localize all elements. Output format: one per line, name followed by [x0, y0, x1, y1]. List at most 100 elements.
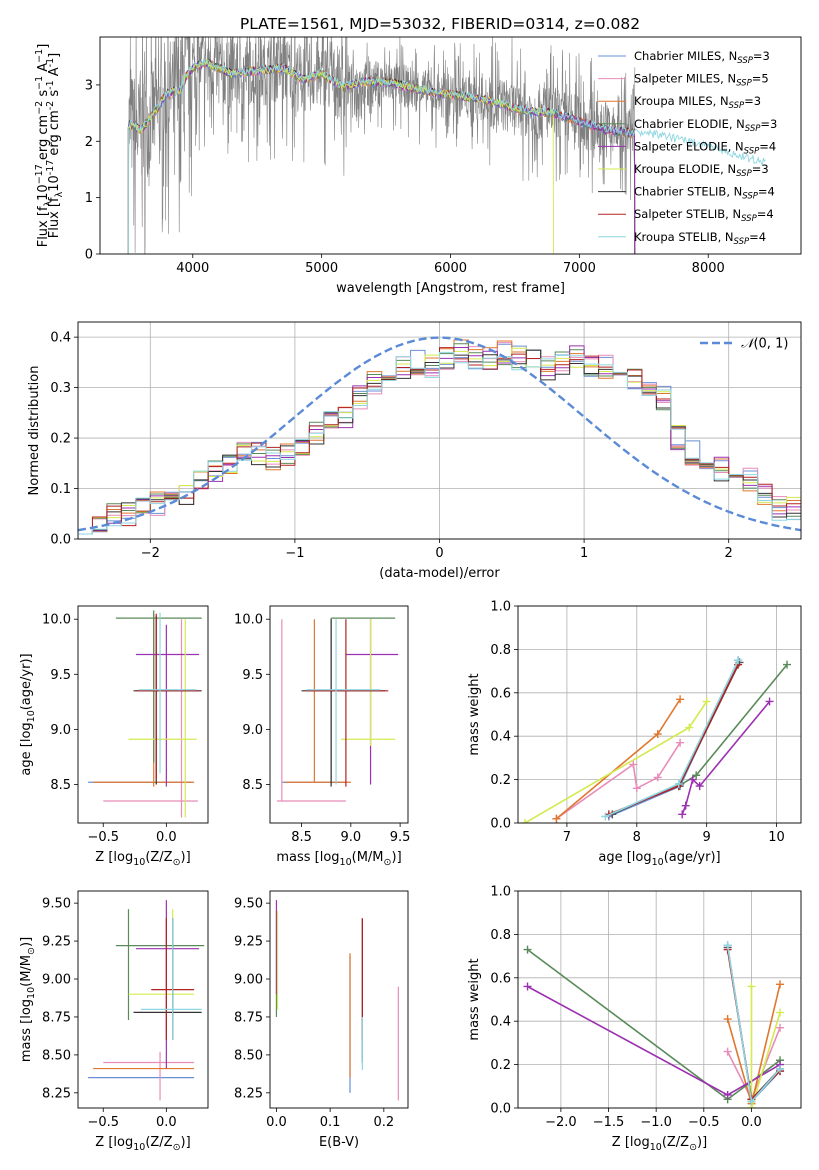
x-tick-label: −1 — [285, 546, 304, 561]
series-line — [750, 986, 781, 1108]
y-tick-label: 9.5 — [50, 668, 71, 683]
x-tick-label: 0.1 — [320, 1115, 341, 1130]
y-tick-label: 8.5 — [50, 778, 71, 793]
x-tick-label: 6000 — [434, 261, 467, 276]
spectrum-frame: 4000 5000 6000 7000 8000 0 1 2 3 wavelength [Angs… — [45, 36, 802, 296]
y-tick-label: 9.00 — [42, 973, 71, 988]
y-tick-label: 8.25 — [234, 1086, 263, 1101]
data-point — [523, 982, 532, 991]
mass_weight_vs_Z-frame: −2.0 −1.5 −1.0 −0.5 0.0 0.0 0.2 0.4 0.6 0.8 1.0 Z [… — [467, 885, 802, 1153]
series-line — [726, 947, 781, 1102]
x-tick-label: 8.5 — [291, 830, 312, 845]
data-point — [632, 784, 641, 793]
data-point — [685, 723, 694, 732]
data-point — [695, 782, 704, 791]
y-tick-label: 0.2 — [490, 773, 511, 788]
y-tick-label: 0.2 — [490, 1058, 511, 1073]
x-tick-label: −1.0 — [640, 1115, 672, 1130]
mass_weight_vs_Z-series — [523, 941, 785, 1108]
series-line — [555, 742, 681, 820]
mass_weight_vs_age-axes — [518, 605, 801, 824]
age_vs_mass-points — [276, 617, 399, 802]
x-tick-label: 9.5 — [390, 830, 411, 845]
legend-label: Salpeter STELIB, NSSP=4 — [634, 207, 774, 224]
y-tick-label: 8.25 — [42, 1086, 71, 1101]
y-tick-label: 8.75 — [234, 1010, 263, 1025]
y-axis-label: mass weight — [467, 673, 482, 755]
y-tick-label: 0.0 — [490, 1102, 511, 1117]
x-tick-label: 4000 — [176, 261, 209, 276]
x-tick-label: 10 — [768, 830, 785, 845]
x-axis-label: Z [log10(Z/Z⊙)] — [95, 1135, 190, 1153]
y-tick-label: 9.25 — [234, 935, 263, 950]
y-tick-label: 9.00 — [234, 973, 263, 988]
y-tick-label: 0.3 — [50, 381, 71, 396]
y-tick-label: 0 — [85, 248, 93, 263]
data-point — [723, 1015, 732, 1024]
x-tick-label: −0.5 — [87, 1115, 119, 1130]
y-tick-label: 0.4 — [490, 1015, 511, 1030]
x-axis-label: age [log10(age/yr)] — [598, 850, 720, 868]
series-line — [524, 701, 708, 823]
x-tick-label: 9 — [703, 830, 711, 845]
axes-frame — [517, 890, 802, 1109]
x-tick-label: 0.0 — [156, 830, 177, 845]
legend-label: Salpeter ELODIE, NSSP=4 — [634, 139, 776, 156]
y-tick-label: 0.6 — [490, 686, 511, 701]
x-axis-label: E(B-V) — [319, 1135, 359, 1150]
x-tick-label: 0.0 — [741, 1115, 762, 1130]
y-tick-label: 8.50 — [42, 1048, 71, 1063]
data-point — [676, 695, 685, 704]
y-axis-label: Flux [fλ10-17 erg cm-2 s-1 A-1] — [45, 53, 65, 238]
y-axis-label: mass weight — [467, 958, 482, 1040]
data-point — [776, 1023, 785, 1032]
data-point — [688, 775, 697, 784]
x-tick-label: 8 — [633, 830, 641, 845]
x-tick-label: −1.5 — [593, 1115, 625, 1130]
mass_weight_vs_age-frame: 7 8 9 10 0.0 0.2 0.4 0.6 0.8 1.0 age [log10(age/yr… — [467, 600, 802, 868]
series-line — [611, 662, 741, 816]
data-point — [776, 980, 785, 989]
mass_weight_vs_age-series — [520, 656, 792, 823]
data-point — [653, 730, 662, 739]
mass_vs_EBV-frame: 0.0 0.1 0.2 8.25 8.50 8.75 9.00 9.25 9.50 E(B-V) — [234, 890, 409, 1150]
mass_vs_EBV-points — [275, 900, 399, 1101]
data-point — [552, 814, 561, 823]
data-point — [520, 819, 529, 823]
x-axis-label: Z [log10(Z/Z⊙)] — [612, 1135, 707, 1153]
legend-label: Kroupa MILES, NSSP=3 — [634, 94, 761, 111]
y-tick-label: 0.0 — [490, 817, 511, 832]
x-axis-label: wavelength [Angstrom, rest frame] — [336, 281, 565, 296]
y-tick-label: 0.8 — [490, 928, 511, 943]
spectrum-plot — [127, 37, 766, 254]
x-axis-label: Z [log10(Z/Z⊙)] — [95, 850, 190, 868]
mass_vs_Z-points — [88, 900, 205, 1101]
y-tick-label: 10.0 — [234, 613, 263, 628]
data-point — [629, 760, 638, 769]
spectrum-legend: Chabrier MILES, NSSP=3 Salpeter MILES, NS… — [598, 49, 777, 247]
y-tick-label: 9.50 — [234, 897, 263, 912]
y-tick-label: 8.75 — [42, 1010, 71, 1025]
x-tick-label: 2 — [725, 546, 733, 561]
y-tick-label: 9.0 — [242, 723, 263, 738]
residual_hist-frame: −2 −1 0 1 2 0.0 0.1 0.2 0.3 0.4 (data-model)/error… — [27, 321, 802, 581]
data-point — [653, 773, 662, 782]
data-point — [734, 656, 743, 665]
y-tick-label: 0.4 — [490, 730, 511, 745]
legend-label: Chabrier MILES, NSSP=3 — [634, 49, 770, 66]
y-tick-label: 3 — [85, 78, 93, 93]
y-tick-label: 9.50 — [42, 897, 71, 912]
x-tick-label: 9.0 — [340, 830, 361, 845]
x-tick-label: 8000 — [692, 261, 725, 276]
y-tick-label: 1.0 — [490, 600, 511, 615]
y-tick-label: 0.4 — [50, 331, 71, 346]
y-axis-label: age [log10(age/yr)] — [19, 653, 37, 775]
data-point — [601, 812, 610, 821]
axes-frame — [517, 605, 802, 824]
y-tick-label: 0.6 — [490, 971, 511, 986]
age_vs_Z-frame: −0.5 0.0 8.5 9.0 9.5 10.0 Z [log10(Z/Z⊙)] age [… — [19, 605, 209, 868]
data-point — [747, 1097, 756, 1106]
data-point — [723, 1047, 732, 1056]
legend-label: Chabrier STELIB, NSSP=4 — [634, 185, 775, 202]
y-tick-label: 1.0 — [490, 885, 511, 900]
